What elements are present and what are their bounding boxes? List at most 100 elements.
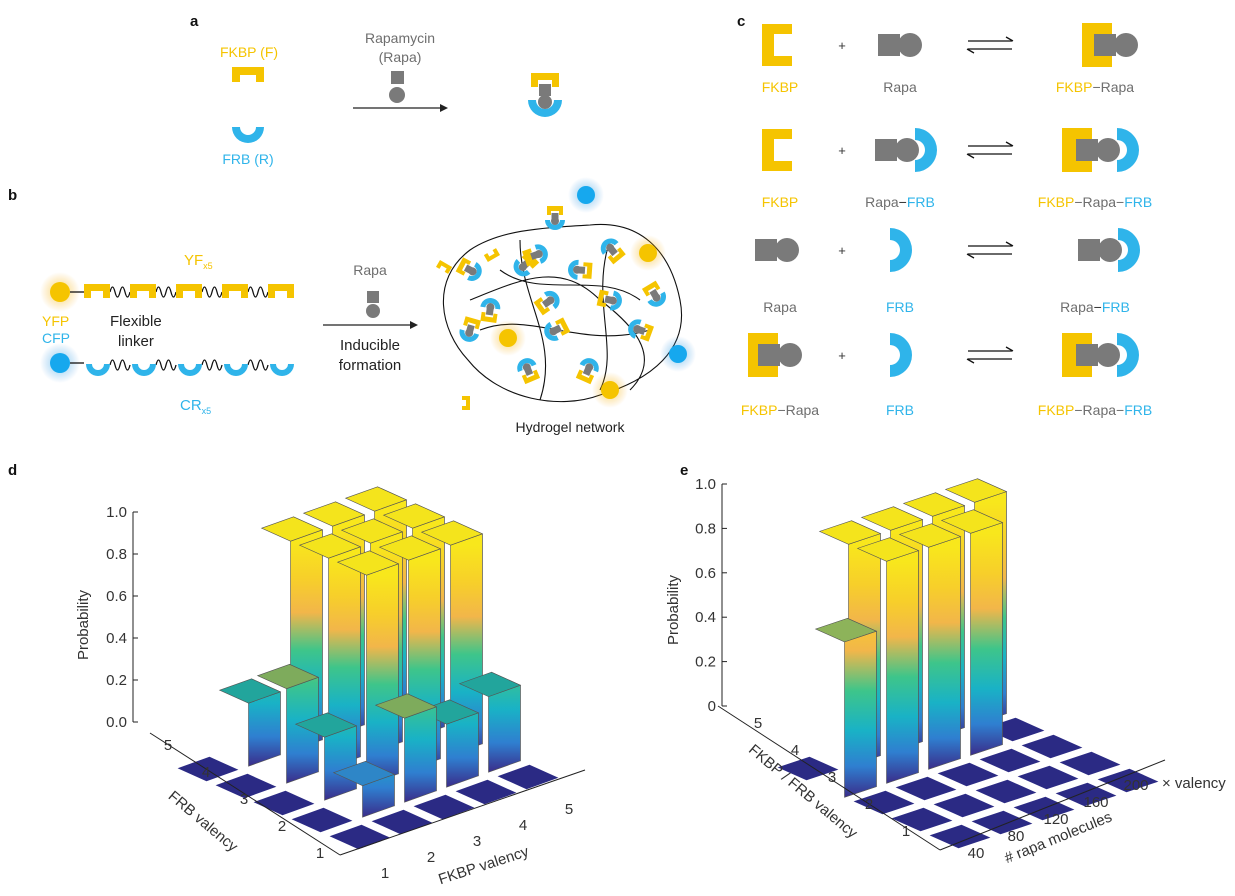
floor-tile (1021, 734, 1083, 759)
x-tick-label: 160 (1083, 794, 1108, 811)
rapa-square-icon (391, 71, 404, 84)
bar-3d (856, 537, 920, 784)
panel-b: YFx5 YFP CFP Flexible linker CRx5 Rapa I… (40, 177, 696, 435)
frb-icon (232, 127, 264, 143)
chart-e: 0 0.2 0.4 0.6 0.8 1.0 Probability 40 80 120 160 200… (665, 476, 1226, 867)
fkbp-icon (762, 24, 792, 66)
panel-label-d: d (8, 462, 17, 479)
network-complex (596, 289, 622, 311)
x-axis-label: FKBP valency (436, 843, 531, 888)
panel-label-e: e (680, 462, 688, 479)
rapa-circle-icon (898, 33, 922, 57)
complex-rapa-circle (538, 95, 552, 109)
z-tick-label: 0.2 (695, 654, 716, 671)
free-fkbp-icon (436, 260, 453, 274)
x-axis (339, 769, 586, 856)
network-complex (641, 280, 667, 307)
y-tick-label: 3 (828, 769, 836, 786)
y-tick-label: 2 (278, 818, 286, 835)
rapa-square-icon (1076, 344, 1098, 366)
z-tick-label: 0.8 (106, 546, 127, 563)
y-axis (717, 705, 941, 851)
y-tick-label: 4 (202, 764, 210, 781)
rapa-b-circle (366, 304, 380, 318)
frb-icon (1117, 333, 1139, 377)
z-tick-label: 0.6 (106, 588, 127, 605)
network-complex (522, 244, 548, 267)
z-tick-label: 0.4 (695, 609, 716, 626)
y-axis-label: FKBP / FRB valency (745, 741, 861, 842)
reaction-right-label: FKBP−Rapa−FRB (1038, 194, 1152, 210)
z-tick-label: 0.4 (106, 630, 127, 647)
bar-3d (940, 509, 1004, 756)
floor-tile (1059, 751, 1121, 776)
fkbp-f-label: FKBP (F) (220, 44, 278, 60)
network-complex (600, 238, 626, 265)
rapa-square-icon (1094, 34, 1116, 56)
linker-label: linker (118, 333, 154, 350)
rapa-circle-icon (775, 238, 799, 262)
bar-3d (374, 693, 438, 803)
x-tick-label: 4 (519, 817, 527, 834)
floor-tile (891, 807, 953, 832)
cfp-label: CFP (42, 330, 70, 346)
network-complex (480, 298, 501, 323)
yf-linker-chain (109, 286, 269, 298)
x-tick-label: 200 (1123, 777, 1148, 794)
reaction-left-label: FKBP (762, 79, 799, 95)
fluorescent-bead (639, 244, 657, 262)
frb-unit-icon (86, 364, 110, 376)
x-tick-label: 40 (968, 845, 985, 862)
floor-tile (455, 779, 517, 805)
rapamycin-label: Rapamycin (365, 30, 435, 46)
flexible-label: Flexible (110, 313, 162, 330)
z-tick-label: 0.2 (106, 672, 127, 689)
bar-3d (298, 533, 362, 769)
bar-3d (336, 550, 400, 786)
cr-x5-label: CRx5 (180, 397, 211, 416)
floor-tile (1055, 782, 1117, 807)
y-tick-label: 5 (754, 715, 762, 732)
z-tick-label: 1.0 (695, 476, 716, 493)
fkbp-unit-icon (268, 284, 294, 298)
y-tick-label: 2 (865, 796, 873, 813)
network-complex (517, 358, 541, 385)
yfp-bead (50, 282, 70, 302)
fkbp-unit-icon (222, 284, 248, 298)
rapa-label-b: Rapa (353, 262, 387, 278)
panel-label-b: b (8, 187, 17, 204)
rapa-b-square (367, 291, 379, 303)
frb-r-label: FRB (R) (222, 151, 273, 167)
reaction-arrowhead (440, 104, 448, 112)
rapa-square-icon (875, 139, 897, 161)
network-complex (628, 319, 655, 342)
y-tick-label: 1 (316, 845, 324, 862)
complex-fkbp-icon (531, 73, 559, 87)
x-axis-suffix: × valency (1162, 775, 1226, 792)
fkbp-icon (232, 67, 264, 82)
panel-label-a: a (190, 13, 199, 30)
plus-sign: + (838, 38, 846, 53)
network-complex (545, 206, 565, 230)
x-tick-label: 5 (565, 801, 573, 818)
frb-icon (915, 128, 937, 172)
z-axis-label: Probability (665, 574, 682, 645)
y-tick-label: 5 (164, 737, 172, 754)
floor-tile (971, 810, 1033, 835)
yfp-label: YFP (42, 313, 69, 329)
cr-units (86, 364, 294, 376)
z-tick-label: 1.0 (106, 504, 127, 521)
y-tick-label: 3 (240, 791, 248, 808)
floor-tile (937, 762, 999, 787)
rapa-circle-icon (1098, 238, 1122, 262)
reaction-left-label: Rapa (763, 299, 797, 315)
frb-unit-icon (224, 364, 248, 376)
bar-3d (814, 617, 878, 798)
plus-sign: + (838, 143, 846, 158)
hydrogel-network-label: Hydrogel network (516, 419, 626, 435)
z-tick-label: 0.6 (695, 565, 716, 582)
network-complex (455, 257, 482, 281)
floor-tile (215, 773, 277, 799)
network-complex (575, 358, 599, 385)
